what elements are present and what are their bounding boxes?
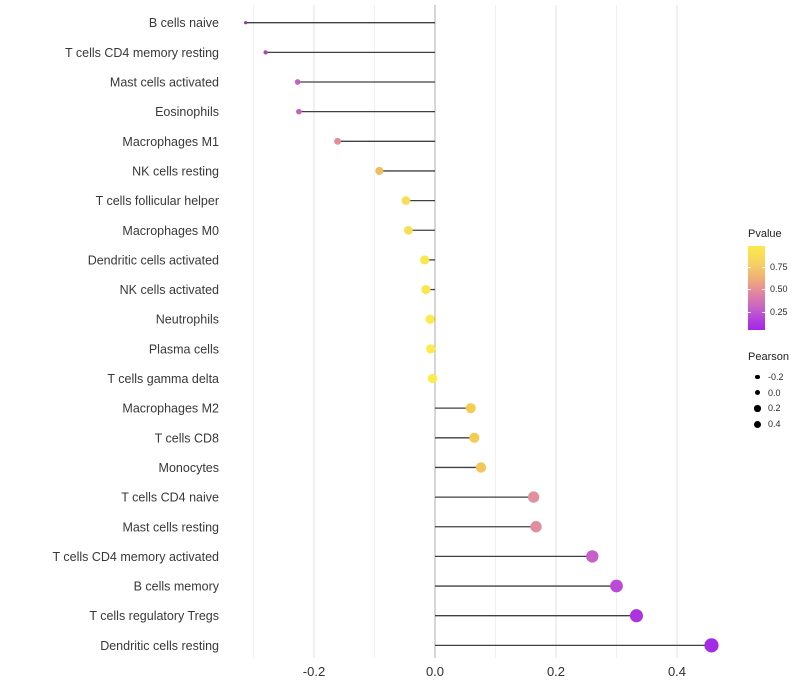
lollipop-dot	[426, 344, 436, 354]
pearson-size-dot	[755, 374, 760, 380]
category-label: Macrophages M0	[122, 224, 219, 238]
lollipop-dot	[334, 137, 342, 145]
x-tick-label: 0.0	[426, 664, 444, 679]
category-label: T cells follicular helper	[96, 194, 219, 208]
lollipop-dot	[425, 314, 435, 324]
pearson-legend-item: 0.4	[748, 416, 800, 432]
lollipop-dot	[704, 638, 719, 653]
category-label: Macrophages M2	[122, 402, 219, 416]
pearson-size-label: 0.2	[768, 403, 781, 414]
lollipop-dot	[421, 284, 431, 295]
category-label: NK cells activated	[120, 283, 219, 297]
category-label: T cells CD4 memory activated	[53, 550, 220, 564]
category-label: Neutrophils	[156, 313, 219, 327]
lollipop-dot	[610, 579, 623, 593]
lollipop-dot	[403, 225, 413, 235]
pearson-size-label: 0.0	[768, 387, 781, 398]
x-tick-label: 0.4	[668, 664, 686, 679]
lollipop-dot	[375, 166, 384, 175]
colorbar-tick-mark	[762, 267, 765, 268]
category-label: T cells CD4 memory resting	[65, 46, 219, 60]
pvalue-colorbar	[748, 246, 765, 330]
lollipop-dot	[530, 521, 542, 533]
lollipop-dot	[401, 196, 411, 205]
colorbar-tick-label: 0.50	[770, 283, 788, 294]
pearson-size-dot	[754, 420, 761, 428]
pearson-legend-item: 0.0	[748, 385, 800, 401]
pearson-size-label: 0.4	[768, 419, 781, 430]
lollipop-dot	[475, 462, 487, 473]
colorbar-tick-label: 0.25	[770, 306, 788, 317]
colorbar-tick-mark	[748, 267, 751, 268]
category-label: NK cells resting	[132, 164, 219, 178]
category-label: Mast cells activated	[110, 76, 219, 90]
lollipop-dot	[586, 550, 599, 563]
lollipop-dot	[294, 79, 301, 85]
category-label: B cells memory	[134, 580, 220, 594]
category-label: T cells CD8	[155, 431, 219, 445]
pearson-size-dot	[754, 389, 761, 396]
lollipop-dot	[527, 491, 540, 503]
category-label: T cells gamma delta	[107, 372, 219, 386]
category-label: Plasma cells	[149, 342, 219, 356]
category-label: Monocytes	[159, 461, 219, 475]
category-label: Dendritic cells resting	[100, 639, 219, 653]
pearson-size-label: -0.2	[768, 371, 784, 382]
lollipop-dot	[469, 432, 480, 443]
category-label: B cells naive	[149, 16, 219, 30]
category-label: Dendritic cells activated	[88, 253, 219, 267]
lollipop-dot	[629, 609, 643, 623]
lollipop-dot	[420, 255, 430, 265]
colorbar-tick-mark	[748, 289, 751, 290]
pvalue-colorbar-wrap: 0.75 0.50 0.25	[748, 246, 788, 330]
colorbar-tick-label: 0.75	[770, 261, 788, 272]
lollipop-dot	[296, 108, 302, 115]
colorbar-tick-mark	[762, 289, 765, 290]
x-tick-label: 0.2	[547, 664, 565, 679]
category-label: T cells regulatory Tregs	[89, 609, 219, 623]
x-tick-label: -0.2	[303, 664, 325, 679]
category-label: Macrophages M1	[122, 135, 219, 149]
category-label: Mast cells resting	[122, 520, 219, 534]
colorbar-tick-mark	[762, 312, 765, 313]
pearson-legend-item: -0.2	[748, 369, 800, 385]
pearson-size-dot	[754, 405, 761, 412]
pearson-legend-item: 0.2	[748, 401, 800, 417]
category-label: Eosinophils	[155, 105, 219, 119]
lollipop-dot	[244, 21, 248, 25]
pearson-legend-items: -0.2 0.0 0.2 0.4	[748, 369, 800, 432]
lollipop-dot	[465, 403, 476, 414]
colorbar-tick-mark	[748, 312, 751, 313]
pvalue-legend: Pvalue 0.75 0.50 0.25	[748, 228, 800, 330]
lollipop-dot	[263, 50, 268, 55]
pearson-legend-title: Pearson	[748, 351, 789, 363]
pvalue-legend-title: Pvalue	[748, 228, 782, 240]
category-label: T cells CD4 naive	[121, 491, 219, 505]
lollipop-dot	[427, 373, 438, 384]
pearson-legend: Pearson -0.2 0.0 0.2 0.4	[748, 351, 800, 432]
